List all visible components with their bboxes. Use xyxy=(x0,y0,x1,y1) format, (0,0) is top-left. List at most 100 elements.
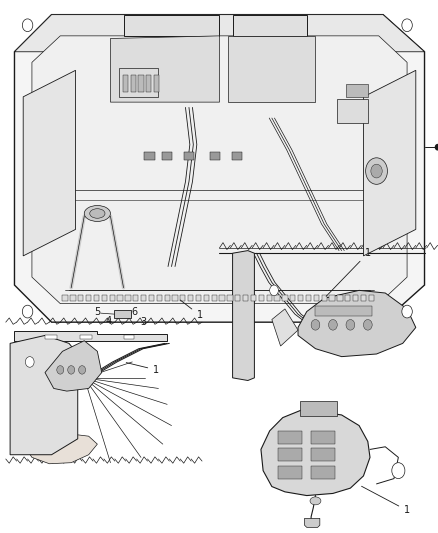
Circle shape xyxy=(328,319,336,330)
Bar xyxy=(311,448,334,461)
Polygon shape xyxy=(232,14,306,36)
Bar xyxy=(278,448,302,461)
Bar xyxy=(231,152,242,160)
Bar xyxy=(144,152,155,160)
Polygon shape xyxy=(14,331,167,341)
Polygon shape xyxy=(304,519,319,527)
Circle shape xyxy=(391,463,404,479)
Bar xyxy=(266,295,271,301)
Bar xyxy=(110,295,115,301)
Bar xyxy=(243,295,248,301)
Circle shape xyxy=(434,144,438,150)
Bar xyxy=(138,75,143,92)
Bar xyxy=(195,295,201,301)
Bar xyxy=(125,295,130,301)
Bar xyxy=(258,295,263,301)
Bar xyxy=(45,335,57,339)
Polygon shape xyxy=(228,36,315,102)
Bar xyxy=(154,75,159,92)
Text: 1: 1 xyxy=(361,486,409,515)
Polygon shape xyxy=(14,14,424,52)
Bar xyxy=(274,295,279,301)
Polygon shape xyxy=(14,14,424,322)
Bar xyxy=(290,295,295,301)
Bar xyxy=(235,295,240,301)
Bar xyxy=(114,310,130,318)
Polygon shape xyxy=(271,309,297,346)
Text: 1: 1 xyxy=(325,248,370,296)
Ellipse shape xyxy=(309,497,320,505)
Bar xyxy=(180,295,185,301)
Bar xyxy=(122,75,127,92)
Bar xyxy=(311,431,334,443)
Ellipse shape xyxy=(89,209,105,218)
Bar xyxy=(211,295,216,301)
Bar xyxy=(164,295,170,301)
Bar xyxy=(219,295,224,301)
Text: 4: 4 xyxy=(105,316,111,326)
Bar xyxy=(187,295,193,301)
Polygon shape xyxy=(23,433,97,464)
Bar xyxy=(297,295,303,301)
Bar xyxy=(360,295,365,301)
Bar xyxy=(119,68,158,97)
Bar xyxy=(62,295,67,301)
Bar xyxy=(78,295,83,301)
Bar xyxy=(123,335,134,339)
Circle shape xyxy=(401,305,411,318)
Bar xyxy=(328,295,334,301)
Bar xyxy=(102,295,107,301)
Bar xyxy=(278,466,302,479)
Polygon shape xyxy=(45,341,102,391)
Circle shape xyxy=(365,158,387,184)
Circle shape xyxy=(269,285,278,296)
Bar xyxy=(184,152,194,160)
Bar xyxy=(315,306,371,316)
Bar xyxy=(94,295,99,301)
Bar xyxy=(117,295,122,301)
Text: 5: 5 xyxy=(94,306,100,317)
Bar xyxy=(352,295,357,301)
Bar xyxy=(278,431,302,443)
Ellipse shape xyxy=(84,206,110,221)
Bar xyxy=(80,335,92,339)
Bar xyxy=(300,401,336,416)
Circle shape xyxy=(78,366,85,374)
Bar xyxy=(172,295,177,301)
Circle shape xyxy=(67,366,74,374)
Polygon shape xyxy=(260,410,369,496)
Bar xyxy=(133,295,138,301)
Polygon shape xyxy=(32,36,406,304)
Bar xyxy=(336,100,367,123)
Bar xyxy=(209,152,220,160)
Bar xyxy=(146,75,151,92)
Circle shape xyxy=(22,19,33,31)
Circle shape xyxy=(25,357,34,367)
Text: 1: 1 xyxy=(126,362,159,375)
Bar xyxy=(203,295,208,301)
Bar xyxy=(336,295,342,301)
Polygon shape xyxy=(10,335,78,455)
Bar xyxy=(70,295,75,301)
Circle shape xyxy=(311,319,319,330)
Text: 3: 3 xyxy=(140,317,146,327)
Circle shape xyxy=(363,319,371,330)
Bar xyxy=(148,295,154,301)
Bar xyxy=(321,295,326,301)
Polygon shape xyxy=(232,251,254,381)
Circle shape xyxy=(345,319,354,330)
Polygon shape xyxy=(23,70,75,256)
Bar xyxy=(86,295,91,301)
Bar xyxy=(141,295,146,301)
Bar xyxy=(345,84,367,97)
Text: 1: 1 xyxy=(180,300,202,320)
Bar xyxy=(305,295,311,301)
Bar xyxy=(251,295,255,301)
Text: 6: 6 xyxy=(131,306,137,317)
Polygon shape xyxy=(297,290,415,357)
Bar xyxy=(282,295,287,301)
Polygon shape xyxy=(110,36,219,102)
Bar xyxy=(130,75,135,92)
Bar xyxy=(313,295,318,301)
Circle shape xyxy=(401,19,411,31)
